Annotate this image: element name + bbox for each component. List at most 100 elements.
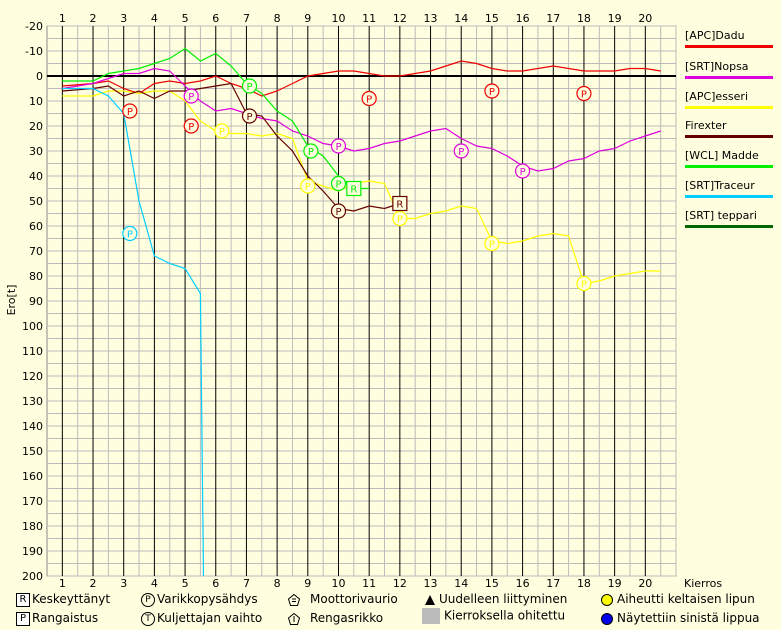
series-line-3 xyxy=(62,82,401,212)
t-circle-icon: T xyxy=(141,611,155,626)
series-line-1 xyxy=(62,67,661,172)
pit-marker-label: P xyxy=(335,180,341,191)
y-tick-label: 150 xyxy=(22,445,43,458)
pit-marker xyxy=(183,88,199,104)
pit-marker-label: P xyxy=(335,207,341,218)
pit-marker xyxy=(330,138,347,154)
y-tick-label: 10 xyxy=(29,95,43,108)
x-tick-label: 14 xyxy=(454,577,468,590)
series-line-4 xyxy=(62,47,370,190)
y-tick-label: 50 xyxy=(29,195,43,208)
series-line-0 xyxy=(62,60,661,97)
pit-marker-label: P xyxy=(489,240,495,251)
pit-marker xyxy=(122,103,138,119)
x-tick-label: 12 xyxy=(393,577,407,590)
key-label: Kierroksella ohitettu xyxy=(444,608,566,623)
series-line-5 xyxy=(62,87,205,577)
x-tick-label: 5 xyxy=(182,577,189,590)
x-tick-label: 6 xyxy=(212,577,219,590)
x-tick-label: 3 xyxy=(120,577,127,590)
x-tick-label: 18 xyxy=(577,577,591,590)
r-box-icon: R xyxy=(16,592,30,607)
pit-marker-label: P xyxy=(581,90,587,101)
x-tick-label-top: 15 xyxy=(485,12,499,25)
triangle-icon xyxy=(425,594,435,605)
y-axis-label: Ero[t] xyxy=(5,285,18,316)
legend-item-1: [SRT]Nopsa xyxy=(685,60,775,79)
y-tick-label: 200 xyxy=(22,570,43,583)
lap-chart: -20-100102030405060708090100110120130140… xyxy=(5,12,722,590)
pit-marker xyxy=(122,225,138,242)
x-tick-label: 8 xyxy=(274,577,281,590)
legend-label: [APC]esseri xyxy=(685,90,748,103)
pit-marker-label: P xyxy=(366,95,372,106)
x-tick-label-top: 8 xyxy=(274,12,281,25)
pit-marker-label: P xyxy=(308,147,314,158)
y-tick-label: -20 xyxy=(25,20,43,33)
pit-marker-label: P xyxy=(305,182,311,193)
pit-marker-label: P xyxy=(489,87,495,98)
legend-swatch xyxy=(685,45,773,48)
pit-marker xyxy=(576,275,592,292)
y-tick-label: 40 xyxy=(29,170,43,183)
legend-label: [APC]Dadu xyxy=(685,29,745,42)
x-tick-label: 4 xyxy=(151,577,158,590)
x-tick-label-top: 20 xyxy=(638,12,652,25)
key-label: Keskeyttänyt xyxy=(32,592,111,606)
yellow-dot-icon xyxy=(601,593,613,606)
pit-marker xyxy=(392,210,408,227)
x-tick-label: 11 xyxy=(362,577,376,590)
y-tick-label: 170 xyxy=(22,495,43,508)
x-tick-label-top: 19 xyxy=(608,12,622,25)
x-tick-label: 10 xyxy=(331,577,345,590)
x-tick-label-top: 16 xyxy=(516,12,530,25)
key-rangaistus: P Rangaistus xyxy=(16,611,98,626)
retire-marker-label: R xyxy=(396,200,403,211)
tyre-pentagon-icon xyxy=(288,612,300,625)
key-keskeyttanyt: R Keskeyttänyt xyxy=(16,592,110,607)
y-tick-label: 120 xyxy=(22,370,43,383)
legend-swatch xyxy=(685,225,773,228)
x-tick-label: 1 xyxy=(59,577,66,590)
pit-marker-label: P xyxy=(219,127,225,138)
legend-swatch xyxy=(685,76,773,79)
key-label: Varikkopysähdys xyxy=(157,592,258,606)
legend-swatch xyxy=(685,195,773,198)
x-tick-label-top: 9 xyxy=(304,12,311,25)
x-tick-label: 13 xyxy=(424,577,438,590)
x-tick-label-top: 6 xyxy=(212,12,219,25)
key-kuljettaja: T Kuljettajan vaihto xyxy=(141,611,262,626)
retire-marker xyxy=(392,195,408,212)
x-tick-label-top: 18 xyxy=(577,12,591,25)
y-tick-label: 90 xyxy=(29,295,43,308)
x-tick-label: 2 xyxy=(90,577,97,590)
legend-item-0: [APC]Dadu xyxy=(685,29,775,48)
x-tick-label-top: 7 xyxy=(243,12,250,25)
pit-marker xyxy=(183,118,199,134)
pit-marker xyxy=(361,90,377,107)
pit-marker xyxy=(241,78,258,94)
legend-swatch xyxy=(685,135,773,138)
pit-marker-label: P xyxy=(458,147,464,158)
legend-swatch xyxy=(685,106,773,109)
pit-marker-label: P xyxy=(397,215,403,226)
engine-pentagon-icon xyxy=(288,593,300,606)
pit-marker xyxy=(330,203,347,219)
pit-marker xyxy=(484,235,500,252)
y-tick-label: 60 xyxy=(29,220,43,233)
key-label: Rengasrikko xyxy=(310,611,384,625)
legend-item-5: [SRT]Traceur xyxy=(685,179,775,198)
y-tick-label: 140 xyxy=(22,420,43,433)
pit-marker xyxy=(300,178,316,194)
legend-item-2: [APC]esseri xyxy=(685,90,775,109)
retire-marker xyxy=(346,180,362,197)
y-tick-label: 80 xyxy=(29,270,43,283)
pit-marker xyxy=(241,108,258,124)
retire-marker-label: R xyxy=(350,185,357,196)
legend-label: [SRT]Nopsa xyxy=(685,60,749,73)
pit-marker xyxy=(514,163,531,179)
pit-marker xyxy=(303,143,319,159)
y-tick-label: 180 xyxy=(22,520,43,533)
key-label: Näytettiin sinistä lippua xyxy=(617,611,760,625)
y-tick-label: -10 xyxy=(25,45,43,58)
